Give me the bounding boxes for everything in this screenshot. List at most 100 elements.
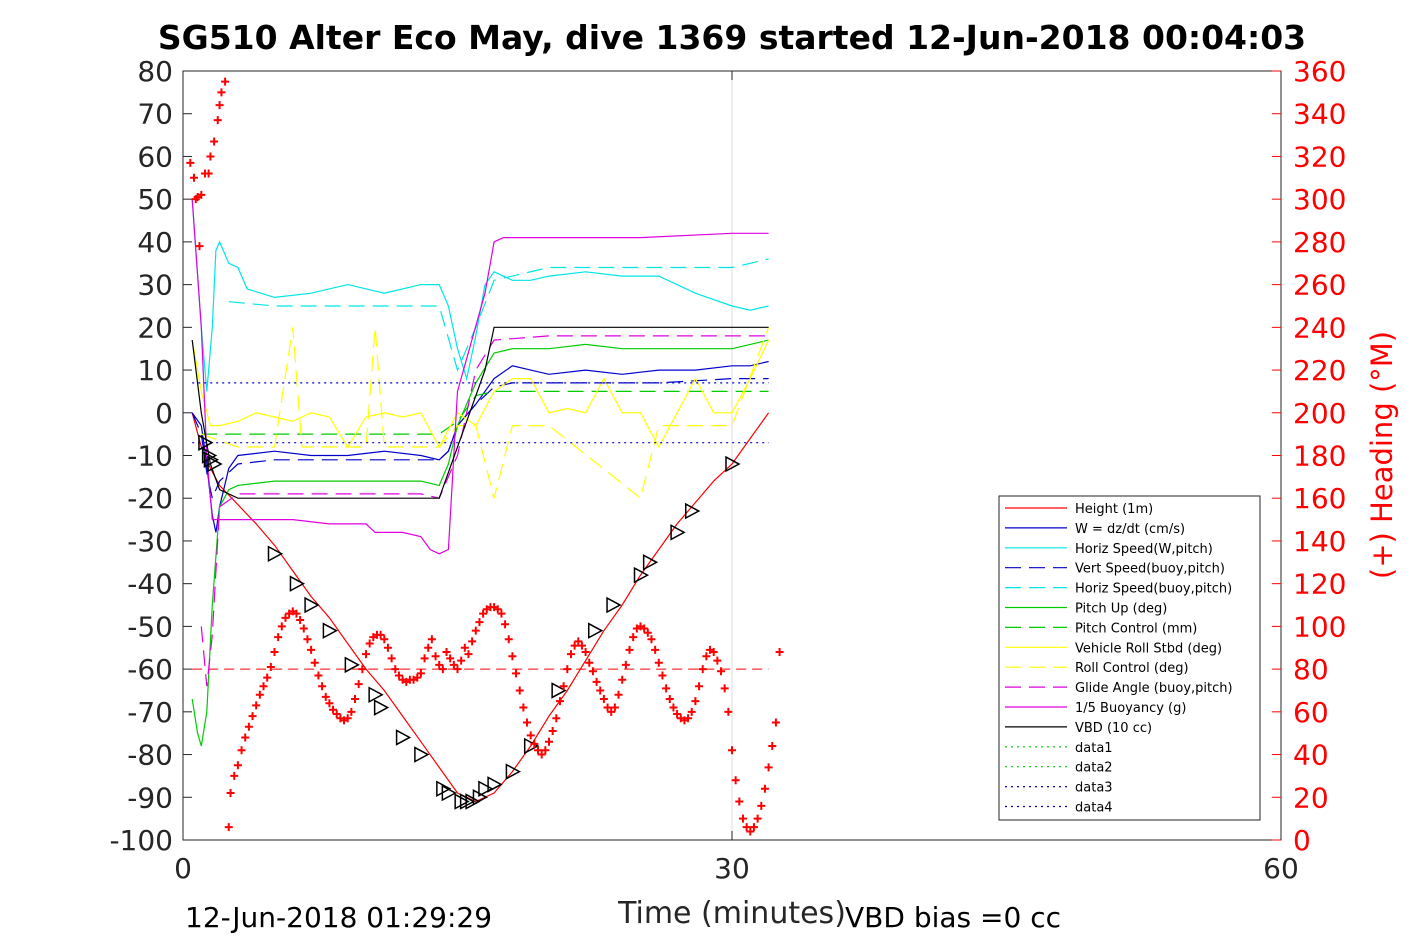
legend-box (998, 495, 1261, 821)
y-tick-label: -80 (127, 739, 173, 772)
depth-marker (414, 746, 430, 763)
heading-point (651, 645, 660, 654)
depth-marker (523, 737, 540, 755)
y-tick-label: 40 (137, 226, 173, 259)
legend-label: VBD (10 cc) (1075, 721, 1152, 736)
heading-point (206, 152, 215, 161)
heading-point (460, 643, 469, 652)
heading-point (757, 801, 766, 810)
heading-point (695, 682, 704, 691)
heading-point (263, 673, 272, 682)
heading-point (519, 703, 528, 712)
heading-point (413, 673, 422, 682)
heading-point (749, 823, 758, 832)
heading-point (504, 635, 513, 644)
heading-point (654, 658, 663, 667)
heading-point (768, 742, 777, 751)
depth-marker (459, 793, 476, 810)
footer-vbd-bias: VBD bias =0 cc (845, 901, 1061, 934)
heading-point (457, 656, 466, 665)
heading-point (189, 173, 198, 182)
heading-point (354, 680, 363, 689)
heading-point (738, 814, 747, 823)
heading-point (248, 712, 257, 721)
y2-tick-label: 140 (1293, 525, 1346, 558)
depth-marker (344, 656, 360, 674)
legend-label: Pitch Up (deg) (1075, 602, 1167, 617)
heading-point (684, 714, 693, 723)
y-tick-label: 70 (137, 98, 173, 131)
heading-point (614, 690, 623, 699)
depth-marker (478, 780, 494, 797)
x-axis-label: Time (minutes) (617, 896, 846, 931)
heading-point (702, 652, 711, 661)
depth-marker (198, 434, 214, 451)
depth-marker (201, 447, 218, 464)
y2-tick-label: 220 (1293, 354, 1346, 387)
heading-point (391, 665, 400, 674)
heading-point (760, 784, 769, 793)
legend-label: Height (1m) (1075, 502, 1153, 517)
heading-point (343, 714, 352, 723)
heading-point (746, 827, 755, 836)
legend-label: Pitch Control (mm) (1075, 621, 1197, 636)
series-line-10 (191, 199, 769, 555)
heading-point (610, 703, 619, 712)
y2-tick-label: 160 (1293, 482, 1346, 515)
heading-point (365, 639, 374, 648)
heading-point (241, 733, 250, 742)
heading-point (541, 746, 550, 755)
y2-tick-label: 320 (1293, 140, 1346, 173)
heading-point (566, 650, 575, 659)
y-tick-label: 50 (137, 183, 173, 216)
depth-marker (465, 793, 481, 810)
heading-point (213, 116, 222, 125)
heading-point (387, 654, 396, 663)
heading-point (618, 675, 627, 684)
heading-point (735, 797, 744, 806)
heading-point (658, 671, 667, 680)
heading-point (221, 77, 230, 86)
heading-point (720, 684, 729, 693)
heading-point (552, 714, 561, 723)
legend-label: Horiz Speed(W,pitch) (1075, 542, 1213, 557)
legend: Height (1m) W = dz/dt (cm/s) Horiz Speed(W… (998, 495, 1261, 821)
heading-point (588, 667, 597, 676)
heading-point (548, 727, 557, 736)
x-tick-label: 30 (714, 852, 750, 885)
legend-label: data3 (1075, 781, 1113, 796)
depth-marker (487, 776, 503, 793)
y2-tick-label: 80 (1293, 653, 1329, 686)
legend-label: data4 (1075, 801, 1113, 816)
footer-timestamp: 12-Jun-2018 01:29:29 (185, 901, 492, 934)
heading-point (574, 637, 583, 646)
heading-point (383, 643, 392, 652)
legend-label: Vert Speed(buoy,pitch) (1075, 562, 1225, 577)
heading-point (764, 763, 773, 772)
heading-point (380, 635, 389, 644)
series-line-11 (191, 326, 769, 499)
heading-point (420, 654, 429, 663)
depth-marker (642, 554, 659, 571)
heading-point (281, 613, 290, 622)
heading-point (255, 690, 264, 699)
heading-point (204, 169, 213, 178)
series-line-9 (200, 335, 769, 687)
y-tick-label: -60 (127, 653, 173, 686)
heading-point (237, 746, 246, 755)
heading-point (607, 707, 616, 716)
heading-point (497, 609, 506, 618)
heading-point (643, 628, 652, 637)
heading-point (647, 635, 656, 644)
heading-point (523, 718, 532, 727)
heading-point (673, 709, 682, 718)
heading-point (731, 776, 740, 785)
heading-point (515, 686, 524, 695)
depth-marker (203, 451, 220, 469)
heading-point (687, 707, 696, 716)
y-tick-label: 20 (137, 311, 173, 344)
legend-label: Roll Control (deg) (1075, 661, 1189, 676)
heading-point (530, 739, 539, 748)
heading-point (351, 695, 360, 704)
